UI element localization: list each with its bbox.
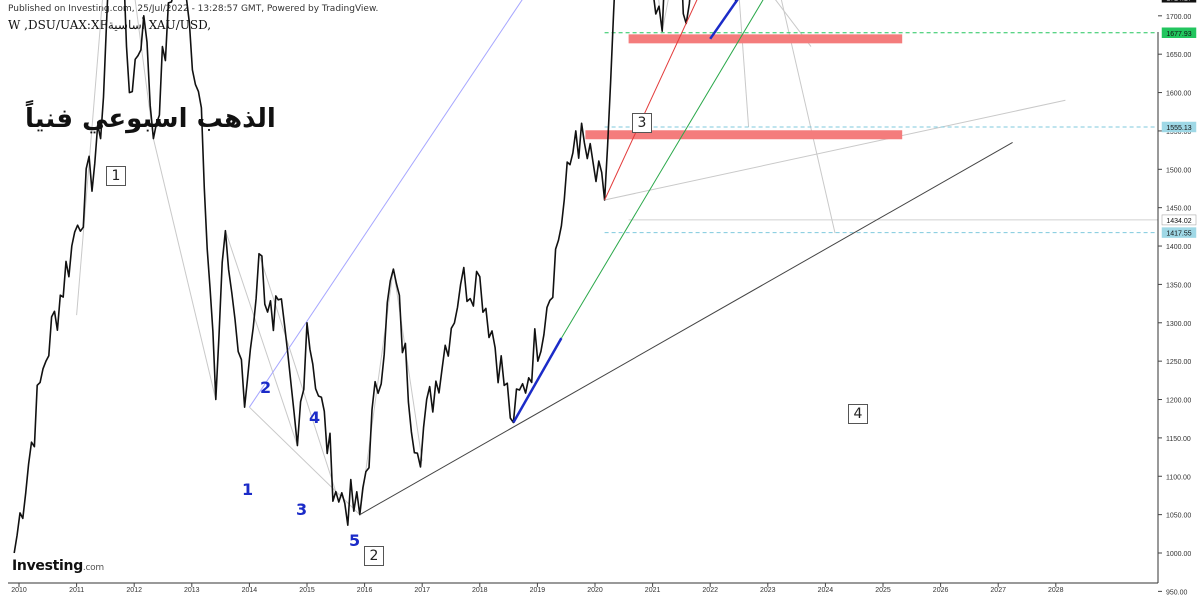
guide-line bbox=[780, 0, 836, 234]
zone-2 bbox=[628, 34, 903, 44]
y-tick-label: 1300.00 bbox=[1166, 321, 1191, 328]
blue-wave-line bbox=[709, 0, 739, 40]
x-tick-label: 2013 bbox=[184, 587, 200, 594]
y-tick-label: 1200.00 bbox=[1166, 398, 1191, 405]
wave-label-2: 2 bbox=[260, 378, 272, 397]
price-tag-bg bbox=[1161, 0, 1197, 3]
x-tick-label: 2025 bbox=[875, 587, 891, 594]
wave-box-4: 4 bbox=[848, 404, 868, 424]
guide-line bbox=[392, 268, 423, 461]
x-tick-label: 2018 bbox=[472, 587, 488, 594]
x-tick-label: 2012 bbox=[126, 587, 142, 594]
y-axis: 950.00 1000.00 1050.00 1100.00 1150.00 1200.0… bbox=[1157, 14, 1191, 596]
guide-line bbox=[658, 0, 663, 32]
guide-line bbox=[258, 253, 337, 492]
x-tick-label: 2023 bbox=[760, 587, 776, 594]
price-tags: 2073.411920.801724.171677.931555.131434.… bbox=[1161, 0, 1197, 238]
chart-title: الذهب اسبوعي فنياً bbox=[25, 104, 276, 134]
price-tag-label: 1417.55 bbox=[1166, 231, 1191, 238]
wave-label-5: 5 bbox=[349, 531, 361, 550]
wave-box-2: 2 bbox=[364, 546, 384, 566]
guide-line bbox=[661, 0, 669, 32]
price-tag-label: 1724.17 bbox=[1166, 0, 1191, 2]
investing-logo: Investing.com bbox=[12, 558, 104, 574]
x-tick-label: 2027 bbox=[990, 587, 1006, 594]
y-tick-label: 1100.00 bbox=[1166, 474, 1191, 481]
price-tag-bg bbox=[1161, 227, 1197, 238]
guide-line bbox=[134, 0, 154, 139]
x-tick-label: 2026 bbox=[933, 587, 949, 594]
price-line bbox=[13, 0, 739, 554]
y-tick-label: 1450.00 bbox=[1166, 206, 1191, 213]
price-tag-bg bbox=[1161, 27, 1197, 39]
y-tick-label: 1500.00 bbox=[1166, 167, 1191, 174]
trend-lines bbox=[359, 0, 1013, 516]
y-tick-label: 1650.00 bbox=[1166, 52, 1191, 59]
price-tag-bg bbox=[1161, 121, 1197, 133]
y-tick-label: 1600.00 bbox=[1166, 91, 1191, 98]
price-tag-label: 1434.02 bbox=[1166, 218, 1191, 225]
guide-line bbox=[224, 230, 298, 446]
wave-label-1: 1 bbox=[242, 480, 254, 499]
price-tag-label: 1555.13 bbox=[1166, 125, 1191, 132]
wave-box-1: 1 bbox=[106, 166, 126, 186]
guide-line bbox=[76, 0, 103, 316]
red-trend-line bbox=[604, 0, 698, 201]
blue-wave-line bbox=[512, 337, 563, 424]
x-tick-label: 2022 bbox=[702, 587, 718, 594]
publish-header: Published on Investing.com, 25/Jul/2022 … bbox=[8, 4, 379, 14]
y-tick-label: 1400.00 bbox=[1166, 244, 1191, 251]
x-axis: 2010 2011 2012 2013 2014 2015 2016 2017 2018 2019… bbox=[8, 582, 1158, 594]
x-tick-label: 2016 bbox=[357, 587, 373, 594]
wave-label-4: 4 bbox=[309, 408, 321, 427]
wave-box-3: 3 bbox=[632, 113, 652, 133]
y-tick-label: 1250.00 bbox=[1166, 359, 1191, 366]
x-tick-label: 2021 bbox=[645, 587, 661, 594]
wave-label-3: 3 bbox=[296, 500, 308, 519]
brand-name: Investing bbox=[12, 558, 83, 574]
x-tick-label: 2020 bbox=[587, 587, 603, 594]
y-tick-label: 1150.00 bbox=[1166, 436, 1191, 443]
x-tick-label: 2011 bbox=[69, 587, 84, 594]
green-trend-line bbox=[560, 0, 764, 339]
y-tick-label: 1550.00 bbox=[1166, 129, 1191, 136]
x-tick-label: 2024 bbox=[818, 587, 834, 594]
guide-line bbox=[152, 138, 217, 400]
y-tick-label: 1350.00 bbox=[1166, 282, 1191, 289]
x-tick-label: 2019 bbox=[530, 587, 546, 594]
projection-arrow bbox=[248, 0, 523, 408]
y-tick-label: 950.00 bbox=[1166, 589, 1188, 596]
price-series bbox=[13, 0, 739, 554]
guide-line bbox=[249, 406, 361, 515]
x-tick-label: 2028 bbox=[1048, 587, 1064, 594]
support-resistance-zones bbox=[585, 34, 903, 140]
y-tick-label: 1000.00 bbox=[1166, 551, 1191, 558]
brand-suffix: .com bbox=[82, 563, 104, 573]
x-tick-label: 2014 bbox=[242, 587, 258, 594]
guide-lines bbox=[76, 0, 1158, 515]
x-tick-label: 2015 bbox=[299, 587, 315, 594]
x-tick-label: 2017 bbox=[414, 587, 430, 594]
price-tag-label: 1677.93 bbox=[1166, 31, 1191, 38]
guide-line bbox=[604, 99, 1066, 201]
guide-line bbox=[775, 0, 812, 47]
zone-3 bbox=[585, 130, 903, 140]
y-tick-label: 1050.00 bbox=[1166, 513, 1191, 520]
x-tick-label: 2010 bbox=[11, 587, 27, 594]
y-tick-label: 1700.00 bbox=[1166, 14, 1191, 21]
price-tag-bg bbox=[1161, 214, 1197, 226]
channel-lower-line bbox=[359, 142, 1013, 516]
guide-line bbox=[738, 0, 750, 128]
